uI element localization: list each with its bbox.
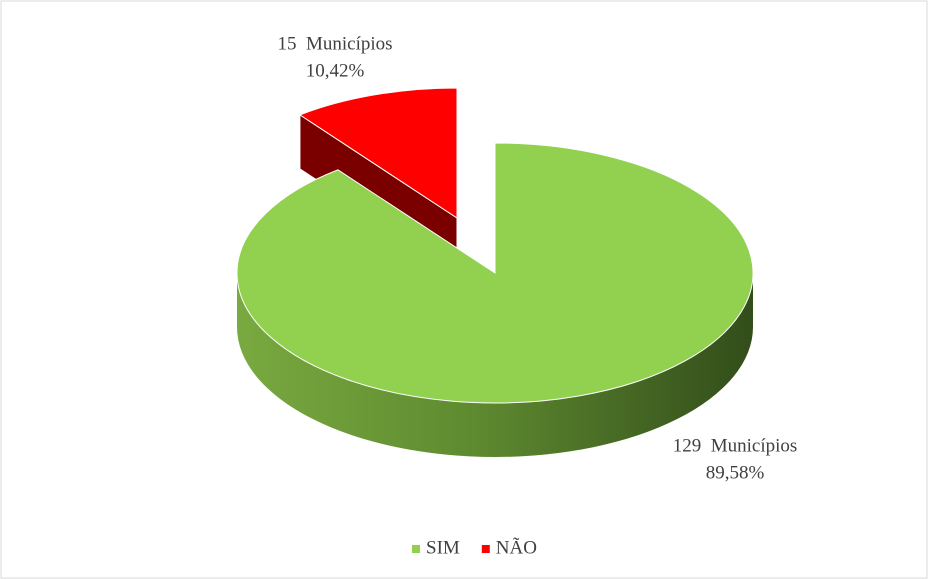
legend-swatch (481, 545, 490, 553)
percentage-label: 10,42% (306, 60, 365, 81)
slice-side (237, 273, 753, 457)
legend-swatch (412, 545, 420, 553)
percentage-label: 89,58% (706, 462, 765, 483)
legend-label: NÃO (496, 536, 537, 558)
data-label: 129 Municípios (673, 435, 798, 456)
slice (236, 142, 754, 404)
data-label: 15 Municípios (277, 33, 392, 54)
legend-label: SIM (426, 537, 460, 558)
slice (298, 87, 458, 219)
